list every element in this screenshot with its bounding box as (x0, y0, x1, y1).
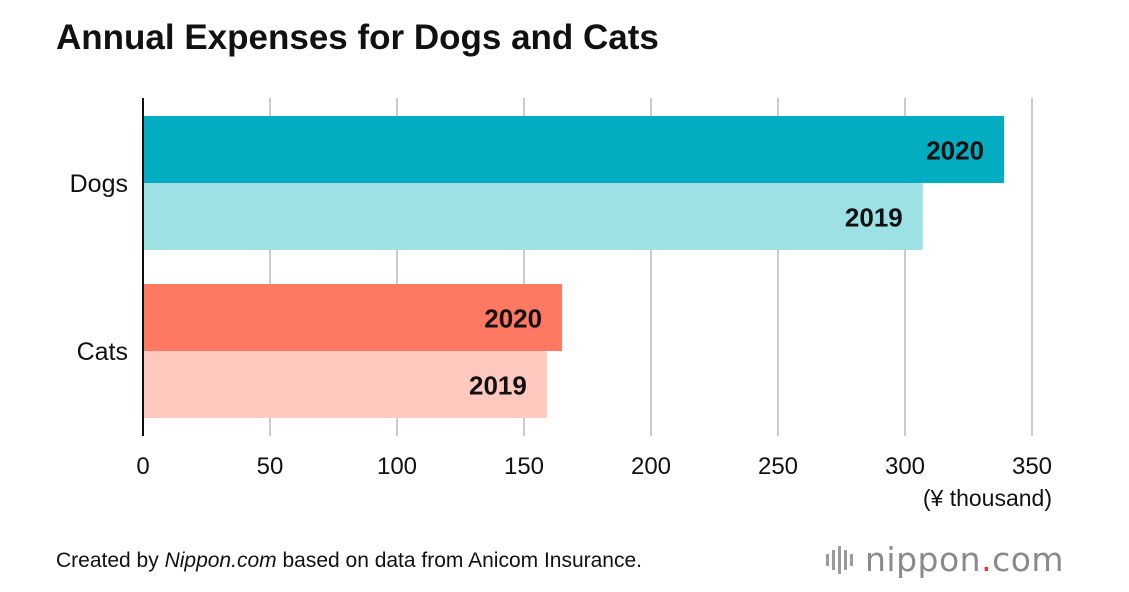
bar-label-cats-2020: 2020 (484, 304, 542, 334)
tick-label-200: 200 (631, 453, 671, 480)
bar-label-cats-2019: 2019 (469, 371, 527, 401)
source-note: Created by Nippon.com based on data from… (56, 549, 642, 573)
bar-dogs-2019 (143, 183, 923, 250)
category-label-dogs: Dogs (70, 170, 128, 198)
unit-label: (¥ thousand) (923, 485, 1052, 511)
tick-label-250: 250 (758, 453, 798, 480)
tick-label-100: 100 (377, 453, 417, 480)
tick-label-50: 50 (257, 453, 284, 480)
bar-cats-2020 (143, 284, 563, 351)
logo-text-dot: . (981, 540, 993, 579)
nippon-logo: nippon. com (826, 540, 1064, 579)
chart-title: Annual Expenses for Dogs and Cats (56, 18, 659, 57)
category-label-cats: Cats (77, 338, 128, 366)
source-name: Nippon.com (164, 549, 277, 572)
logo-bars-icon (826, 545, 853, 574)
tick-label-150: 150 (504, 453, 544, 480)
logo-text-tld: com (992, 540, 1065, 579)
bar-dogs-2020 (143, 116, 1005, 183)
bar-cats-2019 (143, 351, 547, 418)
tick-label-300: 300 (885, 453, 925, 480)
source-suffix: based on data from Anicom Insurance. (276, 549, 643, 572)
bar-label-dogs-2020: 2020 (926, 136, 984, 166)
bar-label-dogs-2019: 2019 (845, 203, 903, 233)
tick-label-0: 0 (136, 453, 149, 480)
source-prefix: Created by (56, 549, 165, 572)
logo-text-main: nippon (865, 540, 982, 579)
tick-label-350: 350 (1012, 453, 1052, 480)
